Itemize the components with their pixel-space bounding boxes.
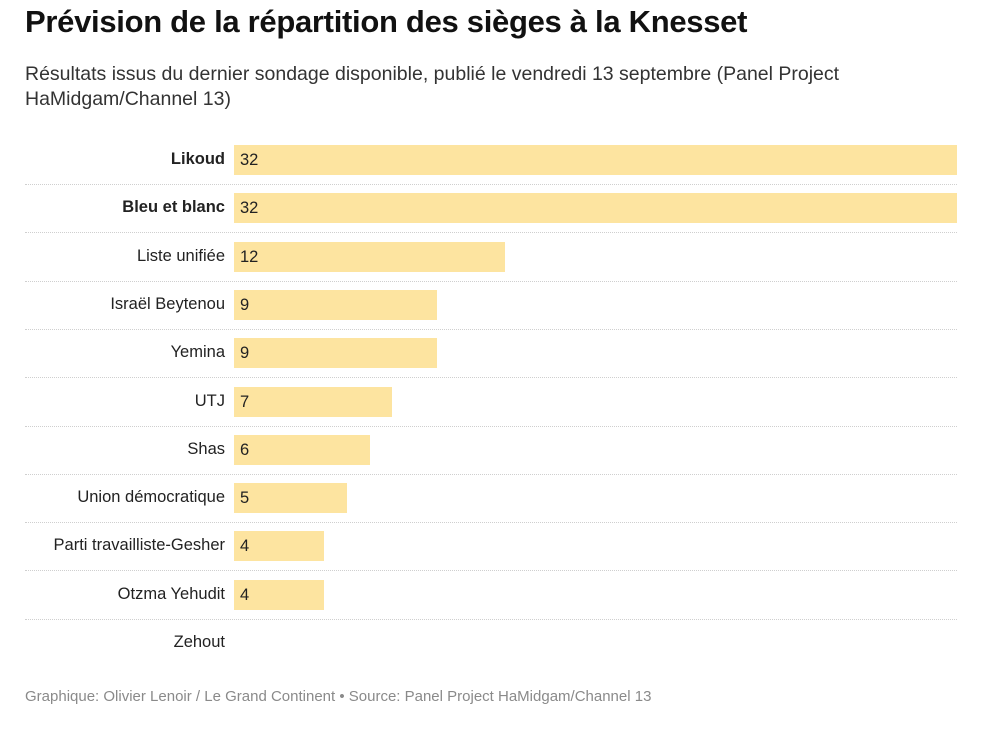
bar-row: Likoud 32 [25, 136, 957, 185]
value-label: 9 [240, 344, 250, 363]
value-label: 32 [240, 151, 259, 169]
chart-title: Prévision de la répartition des sièges à… [25, 4, 748, 39]
bar-row: Bleu et blanc 32 [25, 184, 957, 234]
bar-row: Yemina 9 [25, 329, 957, 379]
bar-row: Liste unifiée 12 [25, 233, 957, 282]
category-label: Israël Beytenou [110, 294, 225, 313]
bar-row: Otzma Yehudit 4 [25, 571, 957, 620]
value-label: 9 [240, 295, 250, 314]
value-label: 6 [240, 440, 250, 459]
bar [234, 289, 438, 320]
bar [234, 193, 957, 224]
bar-row: Shas 6 [25, 426, 957, 475]
bar-row: UTJ 7 [25, 378, 957, 427]
value-label: 4 [240, 537, 250, 556]
category-label: Zehout [173, 633, 225, 651]
bar-row: Union démocratique 5 [25, 474, 957, 524]
chart-footer: Graphique: Olivier Lenoir / Le Grand Con… [25, 688, 652, 705]
value-label: 12 [240, 247, 259, 266]
category-label: Shas [187, 439, 225, 458]
category-label: Likoud [170, 150, 225, 168]
category-label: Union démocratique [77, 488, 225, 507]
value-label: 32 [240, 199, 259, 218]
bar [234, 531, 325, 562]
bar [234, 241, 506, 272]
bar-row: Israël Beytenou 9 [25, 281, 957, 330]
bar [234, 145, 957, 175]
category-label: Parti travailliste-Gesher [53, 536, 225, 555]
bar-row: Parti travailliste-Gesher 4 [25, 522, 957, 572]
bar [234, 579, 325, 610]
category-label: UTJ [194, 391, 225, 410]
value-label: 5 [240, 489, 250, 508]
bar [234, 386, 393, 417]
category-label: Liste unifiée [136, 246, 225, 265]
bar-row: Zehout [25, 619, 957, 667]
chart-subtitle: Résultats issus du dernier sondage dispo… [25, 63, 840, 110]
value-label: 4 [240, 585, 250, 604]
category-label: Yemina [170, 343, 225, 362]
bar [234, 338, 438, 369]
category-label: Bleu et blanc [122, 198, 225, 217]
category-label: Otzma Yehudit [117, 584, 225, 603]
bar [234, 483, 347, 514]
value-label: 7 [240, 392, 250, 411]
bar [234, 434, 370, 465]
bar-chart: Likoud 32 Bleu et blanc 32 Liste unifiée 12 Is… [0, 136, 990, 666]
